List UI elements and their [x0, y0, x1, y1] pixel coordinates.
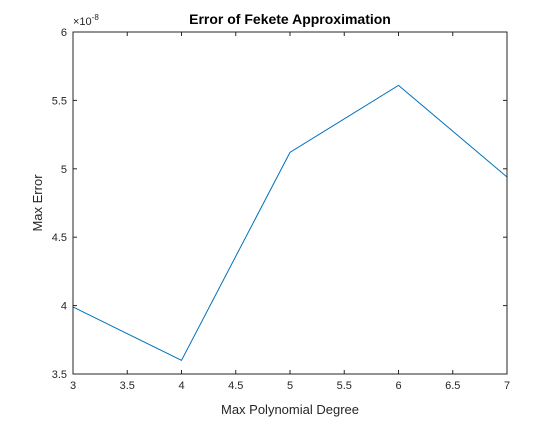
y-axis-exponent: ×10-8 — [73, 13, 99, 28]
y-tick-label: 3.5 — [52, 369, 67, 381]
y-tick-label: 5.5 — [52, 95, 67, 107]
x-tick-label: 3.5 — [120, 380, 135, 392]
y-exponent-power: -8 — [92, 13, 100, 22]
axes-box — [72, 31, 508, 375]
y-tick-label: 4.5 — [52, 232, 67, 244]
x-tick-label: 5.5 — [337, 380, 352, 392]
x-tick-label: 5 — [287, 380, 293, 392]
x-tick-label: 6 — [395, 380, 401, 392]
plot-area — [73, 32, 507, 374]
x-tick-label: 7 — [504, 380, 510, 392]
x-tick-label: 6.5 — [445, 380, 460, 392]
x-axis-label: Max Polynomial Degree — [221, 402, 359, 417]
y-exponent-base: ×10 — [73, 16, 92, 28]
series-line — [72, 84, 508, 361]
y-tick-label: 5 — [61, 164, 67, 176]
y-tick-label: 4 — [61, 301, 67, 313]
y-tick-label: 6 — [61, 27, 67, 39]
x-tick-label: 3 — [70, 380, 76, 392]
chart-title: Error of Fekete Approximation — [189, 11, 391, 27]
x-tick-label: 4 — [178, 380, 184, 392]
x-tick-label: 4.5 — [228, 380, 243, 392]
tick-labels: 3 3.5 4 4.5 5 5.5 6 6.5 73.544.555.56 — [52, 27, 510, 392]
y-axis-label: Max Error — [30, 174, 45, 232]
